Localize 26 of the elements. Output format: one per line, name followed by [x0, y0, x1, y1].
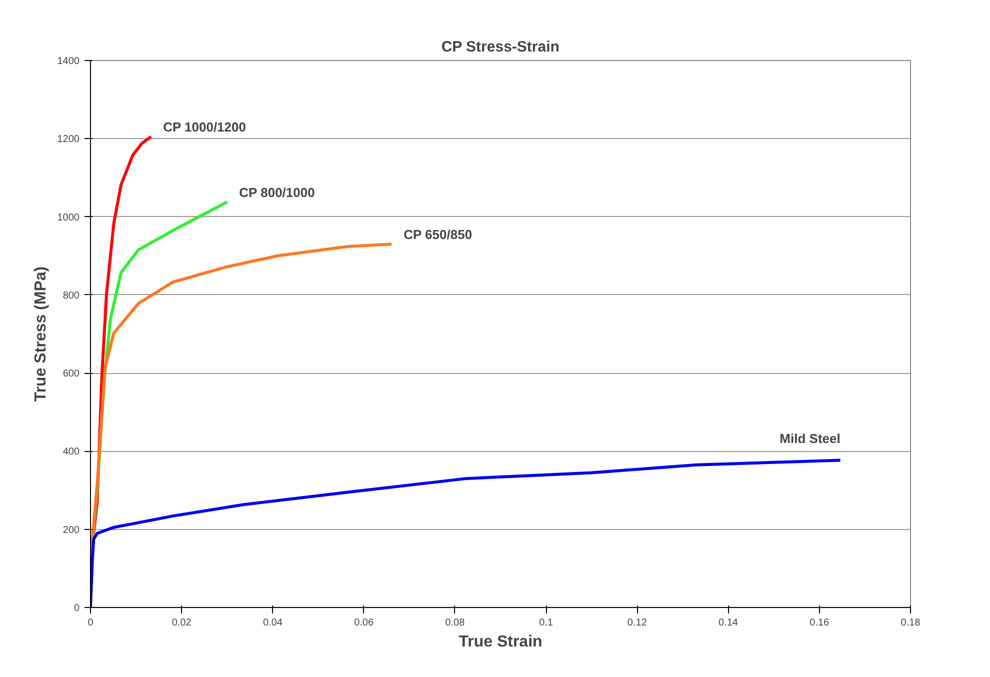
x-tick-label: 0.18 [900, 618, 921, 628]
x-axis-title: True Strain [458, 634, 542, 650]
series-label: Mild Steel [780, 431, 840, 446]
x-tick-label: 0.02 [172, 618, 192, 628]
x-tick-label: 0.04 [262, 618, 283, 628]
series-label: CP 650/850 [404, 227, 472, 242]
y-tick-label: 400 [62, 446, 80, 458]
x-tick-label: 0.06 [354, 618, 374, 628]
chart-title: CP Stress-Strain [441, 38, 560, 56]
x-tick-label: 0.1 [539, 618, 554, 628]
y-axis-title: True Stress (MPa) [32, 266, 50, 402]
y-tick-label: 600 [62, 368, 80, 380]
series-label: CP 800/1000 [239, 184, 315, 200]
y-tick-label: 0 [74, 603, 80, 614]
y-tick-label: 200 [62, 524, 80, 536]
y-tick-label: 1000 [57, 212, 80, 224]
x-tick-label: 0.14 [718, 618, 738, 628]
x-tick-label: 0.16 [810, 618, 830, 628]
x-tick-label: 0.12 [627, 618, 648, 628]
y-tick-label: 1200 [57, 134, 80, 146]
x-tick-label: 0.08 [445, 618, 466, 628]
x-tick-label: 0 [88, 618, 94, 628]
line-series [90, 458, 842, 608]
series-label: CP 1000/1200 [163, 120, 246, 135]
y-tick-label: 1400 [57, 56, 80, 67]
y-tick-label: 800 [62, 290, 80, 302]
